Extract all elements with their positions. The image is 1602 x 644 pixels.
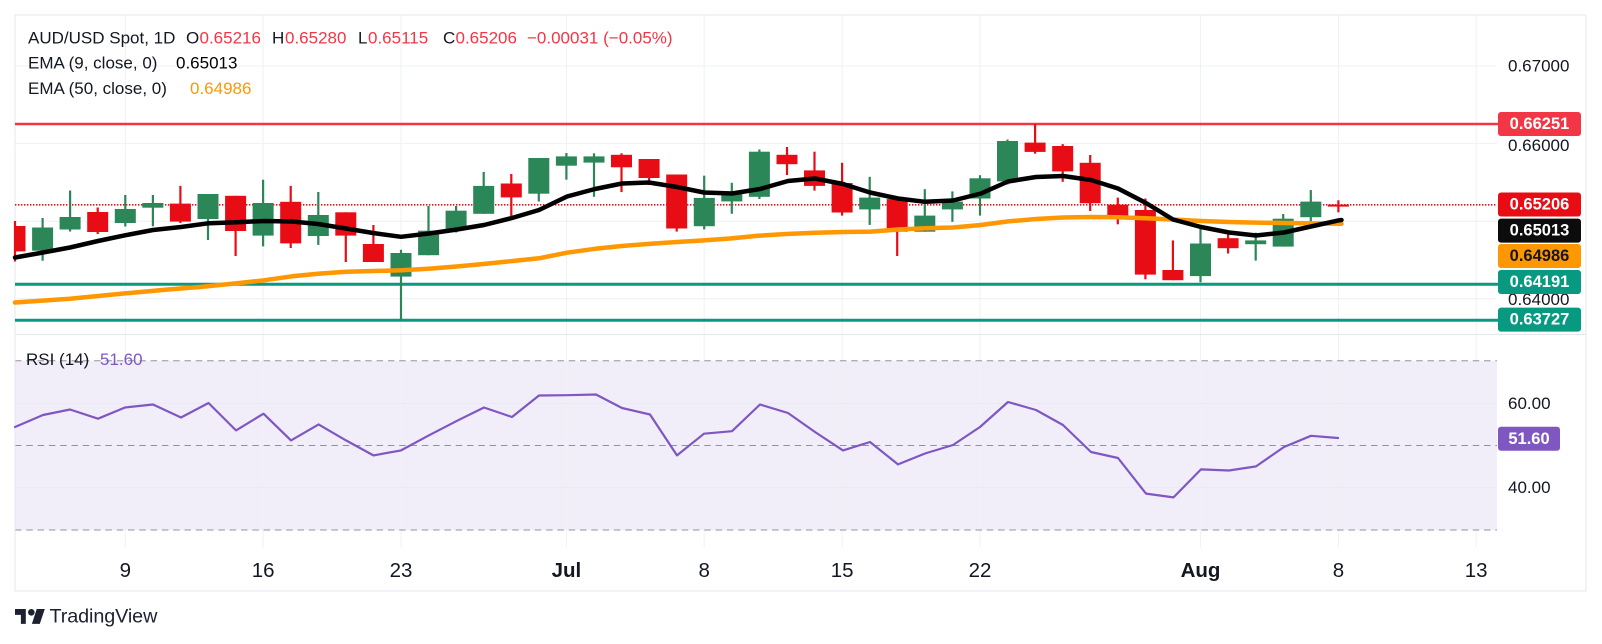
svg-text:0.64191: 0.64191 <box>1510 273 1570 291</box>
svg-text:EMA (9, close, 0): EMA (9, close, 0) <box>28 54 157 73</box>
svg-text:TradingView: TradingView <box>50 606 159 628</box>
svg-text:L: L <box>358 29 367 48</box>
svg-text:51.60: 51.60 <box>1508 430 1549 448</box>
svg-text:0.65216: 0.65216 <box>200 29 261 48</box>
svg-text:0.65206: 0.65206 <box>1510 196 1570 214</box>
svg-text:15: 15 <box>831 559 854 582</box>
svg-text:RSI (14): RSI (14) <box>26 350 89 369</box>
svg-text:0.66251: 0.66251 <box>1510 115 1570 133</box>
svg-text:C: C <box>443 29 455 48</box>
svg-text:40.00: 40.00 <box>1508 478 1551 497</box>
svg-text:9: 9 <box>120 559 131 582</box>
svg-text:0.67000: 0.67000 <box>1508 57 1569 76</box>
svg-text:0.64000: 0.64000 <box>1508 290 1569 309</box>
svg-text:8: 8 <box>1333 559 1344 582</box>
svg-text:Jul: Jul <box>552 559 582 582</box>
svg-text:13: 13 <box>1465 559 1488 582</box>
svg-text:Aug: Aug <box>1181 559 1221 582</box>
svg-text:0.65115: 0.65115 <box>368 29 428 48</box>
svg-text:H: H <box>272 29 284 48</box>
svg-text:0.65013: 0.65013 <box>1510 222 1570 240</box>
svg-text:0.65013: 0.65013 <box>176 54 237 73</box>
svg-text:60.00: 60.00 <box>1508 394 1551 413</box>
svg-text:23: 23 <box>390 559 413 582</box>
svg-text:51.60: 51.60 <box>100 350 143 369</box>
svg-text:0.65280: 0.65280 <box>285 29 346 48</box>
svg-text:O: O <box>186 29 199 48</box>
svg-text:0.66000: 0.66000 <box>1508 136 1569 155</box>
svg-text:0.63727: 0.63727 <box>1510 311 1570 329</box>
svg-text:0.65206: 0.65206 <box>456 29 517 48</box>
svg-text:−0.00031 (−0.05%): −0.00031 (−0.05%) <box>527 29 673 48</box>
svg-text:0.64986: 0.64986 <box>1510 247 1570 265</box>
svg-text:22: 22 <box>969 559 992 582</box>
svg-text:16: 16 <box>252 559 275 582</box>
svg-text:AUD/USD Spot, 1D: AUD/USD Spot, 1D <box>28 29 175 48</box>
svg-text:0.64986: 0.64986 <box>190 79 251 98</box>
svg-text:EMA (50, close, 0): EMA (50, close, 0) <box>28 79 167 98</box>
svg-text:8: 8 <box>698 559 709 582</box>
